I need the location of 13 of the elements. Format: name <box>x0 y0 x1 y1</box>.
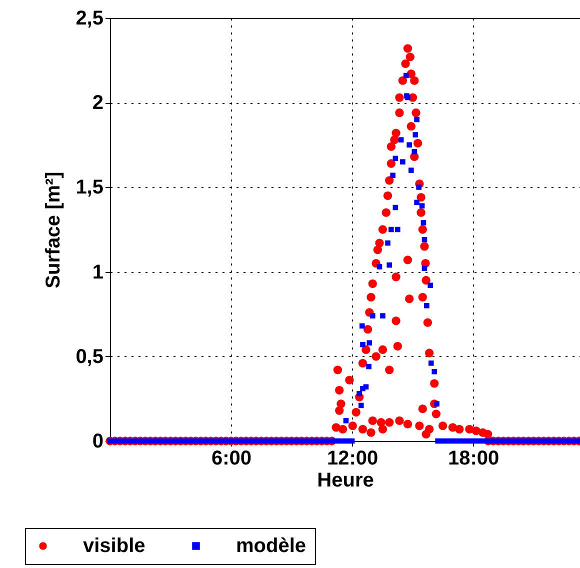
legend-label: modèle <box>236 535 306 557</box>
y-axis-title: Surface [m²] <box>42 172 65 288</box>
y-tick-label: 1,5 <box>76 176 104 199</box>
legend-label: visible <box>83 535 146 557</box>
y-tick-label: 0 <box>92 430 104 452</box>
y-tick-label: 2 <box>92 92 104 114</box>
x-tick-label: 18:00 <box>448 448 500 470</box>
y-tick-label: 0,5 <box>76 346 104 368</box>
x-tick-label: 6:00 <box>212 448 252 470</box>
x-axis-title: Heure <box>317 470 374 492</box>
x-tick-label: 12:00 <box>326 448 378 470</box>
y-tick-label: 2,5 <box>76 8 104 30</box>
y-tick-label: 1 <box>92 261 104 284</box>
